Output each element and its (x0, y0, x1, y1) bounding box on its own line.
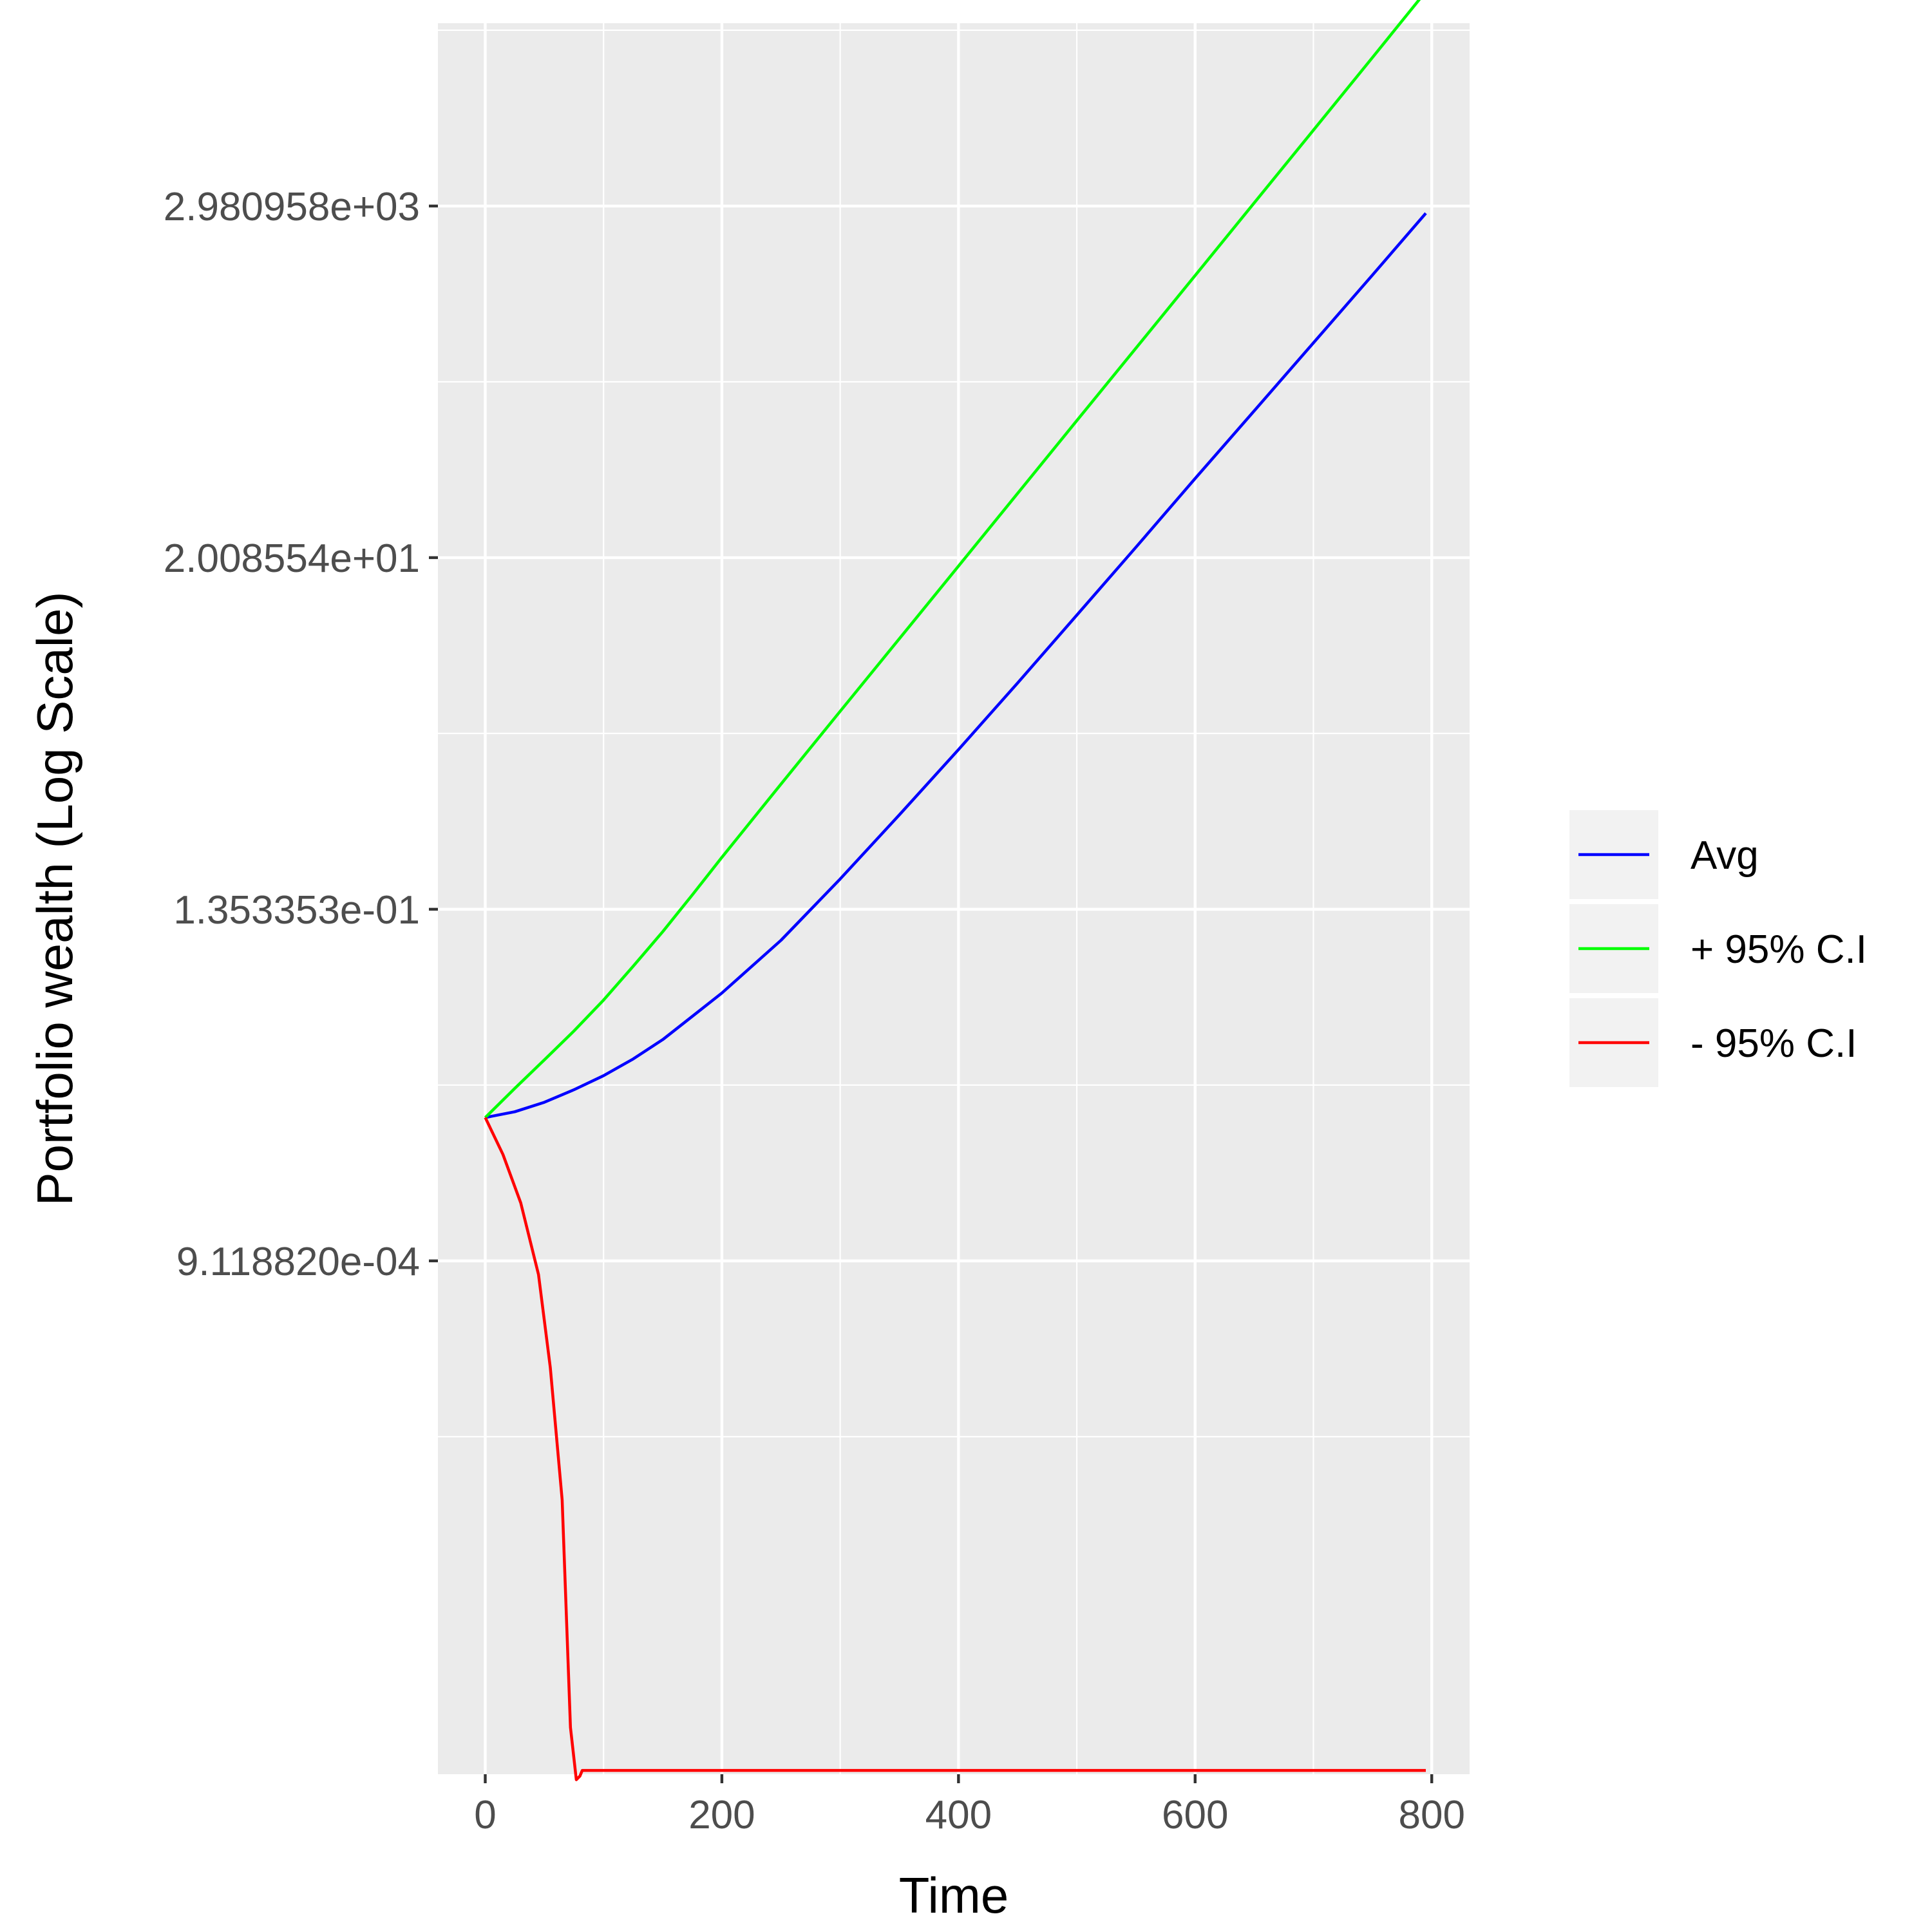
major-grid (438, 23, 1470, 1774)
series-lines (484, 0, 1427, 1781)
x-tick-label: 600 (1162, 1793, 1228, 1837)
y-tick-label: 2.980958e+03 (164, 185, 420, 229)
series-line-1 (484, 0, 1421, 1119)
y-tick-label: 1.353353e-01 (173, 888, 420, 933)
x-axis-title: Time (899, 1867, 1009, 1924)
x-tick-label: 400 (925, 1793, 992, 1837)
x-tick-label: 0 (474, 1793, 496, 1837)
legend-label: Avg (1690, 833, 1759, 878)
legend-label: + 95% C.I (1690, 927, 1867, 972)
x-axis: 0 200 400 600 800 (474, 1774, 1465, 1837)
y-tick-label: 2.008554e+01 (164, 536, 420, 581)
legend-item-2: - 95% C.I (1569, 998, 1857, 1087)
y-tick-label: 9.118820e-04 (176, 1240, 420, 1284)
plot-panel (438, 23, 1470, 1774)
y-axis-title: Portfolio wealth (Log Scale) (26, 592, 83, 1206)
y-axis: 9.118820e-04 1.353353e-01 2.008554e+01 2.98… (164, 185, 438, 1284)
x-tick-label: 200 (688, 1793, 755, 1837)
series-line-2 (484, 1117, 1426, 1781)
legend-item-0: Avg (1569, 810, 1759, 899)
legend-item-1: + 95% C.I (1569, 904, 1867, 993)
legend: Avg + 95% C.I - 95% C.I (1569, 810, 1867, 1087)
series-line-0 (485, 212, 1427, 1119)
minor-grid (438, 23, 1470, 1774)
legend-label: - 95% C.I (1690, 1021, 1857, 1066)
x-tick-label: 800 (1398, 1793, 1464, 1837)
